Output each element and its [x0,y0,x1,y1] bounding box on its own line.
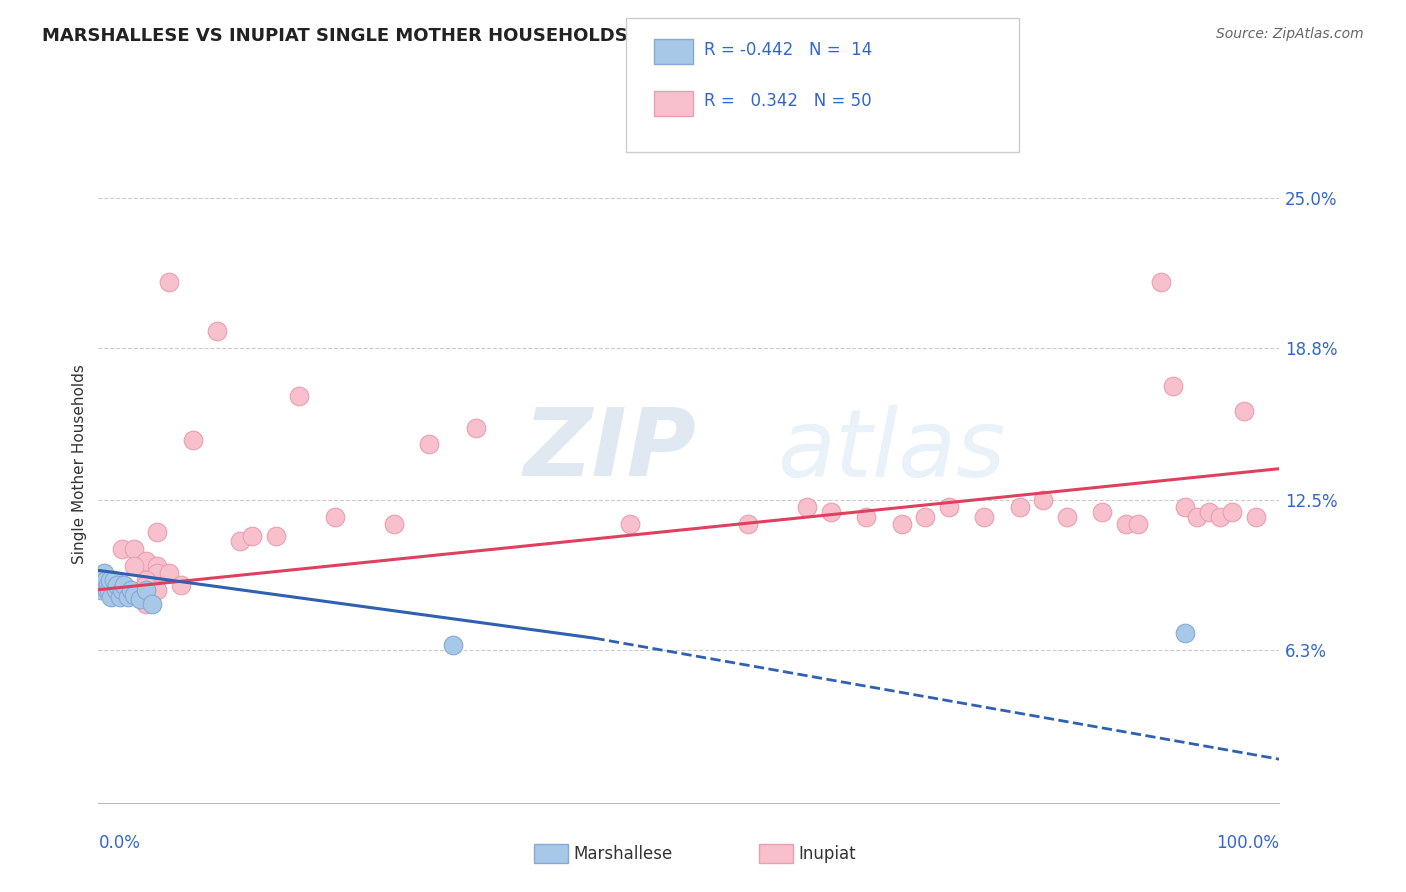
Point [1056,510,1078,524]
Point [418,437,440,451]
Point [135,597,157,611]
Point [382,517,405,532]
Point [157,566,180,580]
Point [1091,505,1114,519]
Text: R =   0.342   N = 50: R = 0.342 N = 50 [704,92,872,110]
Point [240,529,263,543]
Point [938,500,960,515]
Point [441,639,464,653]
Point [229,534,252,549]
Point [1161,379,1184,393]
Point [122,558,145,573]
Point [288,389,311,403]
Point [111,582,134,597]
Point [820,505,842,519]
Point [122,541,145,556]
Point [205,324,228,338]
Point [105,582,128,597]
Point [1220,505,1243,519]
Point [1032,493,1054,508]
Point [1174,626,1197,640]
Point [103,573,125,587]
Point [1126,517,1149,532]
Point [323,510,346,524]
Point [170,578,193,592]
Point [112,578,135,592]
Point [796,500,818,515]
Point [1198,505,1220,519]
Text: MARSHALLESE VS INUPIAT SINGLE MOTHER HOUSEHOLDS CORRELATION CHART: MARSHALLESE VS INUPIAT SINGLE MOTHER HOU… [42,27,849,45]
Point [1209,510,1232,524]
Point [146,558,169,573]
Text: atlas: atlas [778,405,1005,496]
Point [1233,403,1256,417]
Point [135,582,157,597]
Point [135,578,157,592]
Point [128,592,150,607]
Point [181,433,204,447]
Point [1008,500,1031,515]
Point [1150,275,1173,289]
Point [1174,500,1197,515]
Point [146,524,169,539]
Point [98,582,121,597]
Point [105,578,128,592]
Point [96,582,118,597]
Text: 100.0%: 100.0% [1216,834,1279,852]
Point [91,578,114,592]
Point [121,582,143,597]
Point [146,566,169,580]
Point [94,573,117,587]
Point [135,582,157,597]
Point [619,517,641,532]
Point [90,582,112,597]
Point [97,578,120,592]
Text: Marshallese: Marshallese [574,845,673,863]
Point [108,590,131,604]
Point [1244,510,1267,524]
Point [146,582,169,597]
Point [122,588,145,602]
Point [135,554,157,568]
Text: ZIP: ZIP [523,404,696,496]
Text: R = -0.442   N =  14: R = -0.442 N = 14 [704,41,873,59]
Point [914,510,936,524]
Point [141,597,163,611]
Point [117,590,139,604]
Y-axis label: Single Mother Households: Single Mother Households [72,364,87,564]
Point [973,510,995,524]
Point [890,517,912,532]
Point [465,420,488,434]
Point [91,573,114,587]
Point [157,275,180,289]
Point [737,517,759,532]
Text: Source: ZipAtlas.com: Source: ZipAtlas.com [1216,27,1364,41]
Point [855,510,877,524]
Point [100,590,122,604]
Text: 0.0%: 0.0% [98,834,141,852]
Point [122,588,145,602]
Point [1115,517,1137,532]
Point [111,541,134,556]
Point [264,529,287,543]
Point [1185,510,1208,524]
Point [93,566,115,580]
Point [135,573,157,587]
Text: Inupiat: Inupiat [799,845,856,863]
Point [98,573,121,587]
